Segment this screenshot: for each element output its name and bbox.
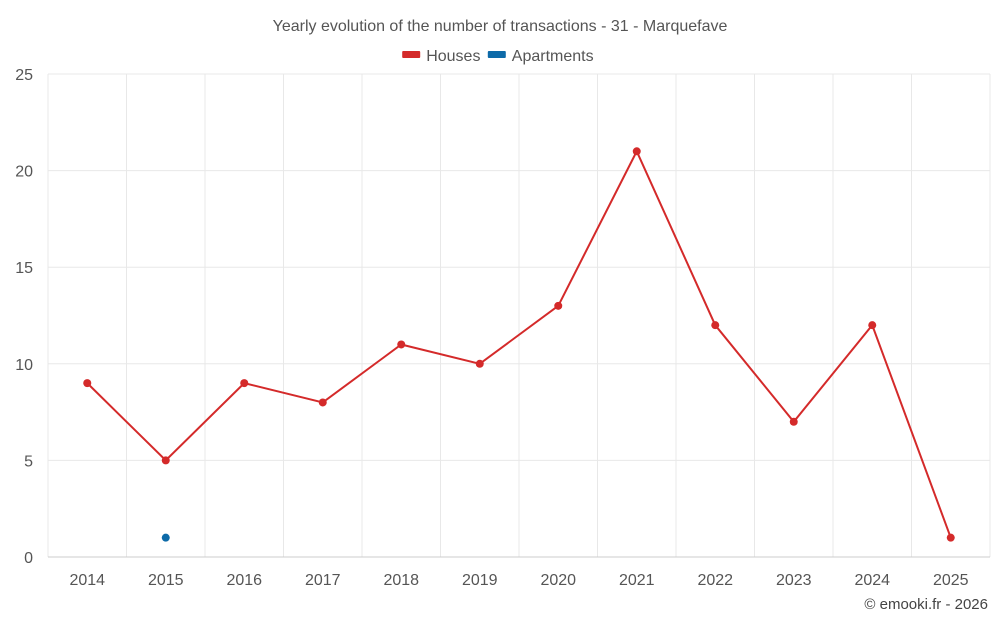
x-tick-label: 2016 xyxy=(226,572,262,589)
y-tick-label: 20 xyxy=(15,164,33,181)
x-tick-label: 2019 xyxy=(462,572,498,589)
y-tick-label: 5 xyxy=(24,453,33,470)
x-tick-label: 2023 xyxy=(776,572,812,589)
data-point-houses xyxy=(161,456,170,465)
x-tick-label: 2018 xyxy=(383,572,419,589)
data-point-houses xyxy=(240,379,249,388)
y-axis-ticks: 0 5 10 15 20 25 xyxy=(15,67,33,567)
data-point-apartments xyxy=(161,533,170,542)
x-tick-label: 2014 xyxy=(69,572,105,589)
credit-text: © emooki.fr - 2026 xyxy=(864,596,988,613)
x-tick-label: 2021 xyxy=(619,572,655,589)
data-point-houses xyxy=(789,417,798,426)
x-tick-label: 2017 xyxy=(305,572,341,589)
legend-swatch-houses xyxy=(402,51,421,58)
y-tick-label: 25 xyxy=(15,67,33,84)
grid-vertical xyxy=(47,74,991,557)
data-point-houses xyxy=(632,147,641,156)
x-axis-ticks: 2014 2015 2016 2017 2018 2019 2020 2021 2022 2023… xyxy=(69,572,968,589)
x-tick-label: 2015 xyxy=(148,572,184,589)
x-tick-label: 2020 xyxy=(540,572,576,589)
series-line-houses xyxy=(86,148,952,539)
data-point-houses xyxy=(475,359,484,368)
data-point-houses xyxy=(554,301,563,310)
y-tick-label: 0 xyxy=(24,550,33,567)
y-tick-label: 10 xyxy=(15,357,33,374)
data-point-houses xyxy=(83,379,92,388)
chart-title: Yearly evolution of the number of transa… xyxy=(273,18,728,35)
series-points xyxy=(83,147,955,542)
data-point-houses xyxy=(946,533,955,542)
grid-horizontal xyxy=(48,73,990,461)
data-point-houses xyxy=(868,321,877,330)
legend-swatch-apartments xyxy=(487,51,506,58)
data-point-houses xyxy=(318,398,327,407)
data-point-houses xyxy=(711,321,720,330)
legend-label-apartments: Apartments xyxy=(512,48,594,65)
series-lines xyxy=(86,148,952,539)
legend-label-houses: Houses xyxy=(426,48,480,65)
data-point-houses xyxy=(397,340,406,349)
x-tick-label: 2025 xyxy=(933,572,969,589)
x-tick-label: 2024 xyxy=(854,572,890,589)
x-tick-label: 2022 xyxy=(697,572,733,589)
legend: Houses Apartments xyxy=(402,48,594,65)
y-tick-label: 15 xyxy=(15,260,33,277)
